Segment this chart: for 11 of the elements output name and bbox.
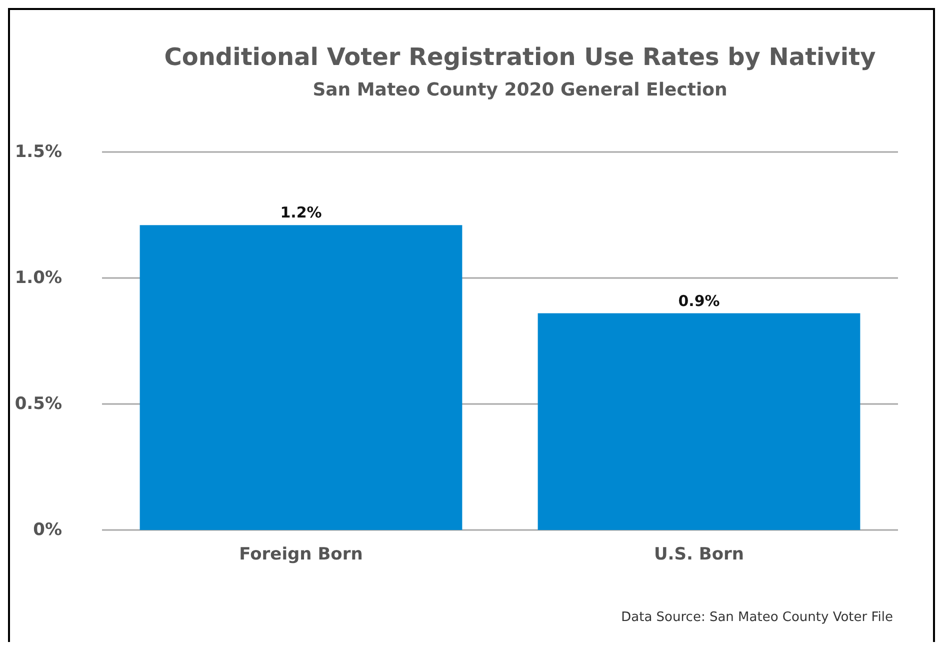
data-label: 0.9% xyxy=(678,292,720,310)
source-note: Data Source: San Mateo County Voter File xyxy=(621,610,894,625)
y-tick-label: 1.5% xyxy=(14,142,62,162)
x-tick-label: U.S. Born xyxy=(654,544,744,564)
data-label: 1.2% xyxy=(280,204,322,222)
x-tick-label: Foreign Born xyxy=(239,544,363,564)
y-tick-label: 1.0% xyxy=(14,268,62,288)
chart-title: Conditional Voter Registration Use Rates by Nativity xyxy=(164,43,876,71)
y-tick-label: 0.5% xyxy=(14,394,62,414)
chart-subtitle: San Mateo County 2020 General Election xyxy=(312,80,728,100)
y-tick-label: 0% xyxy=(33,520,62,540)
